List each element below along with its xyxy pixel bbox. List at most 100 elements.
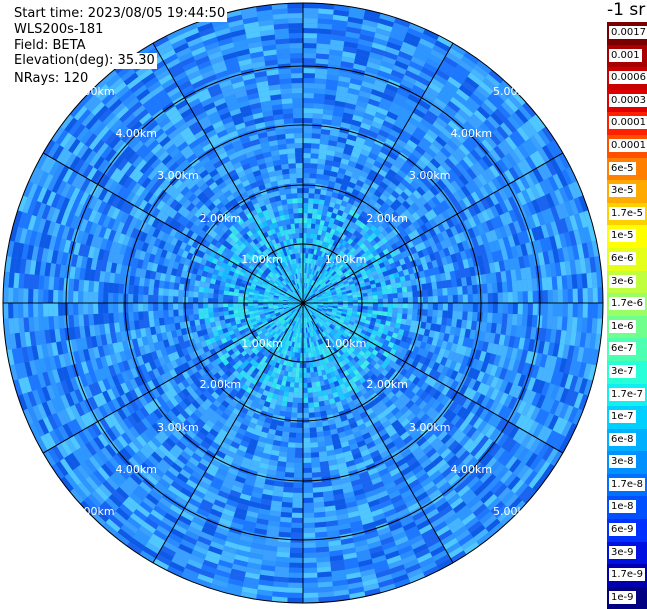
radar-cell: [283, 179, 290, 185]
radar-cell: [286, 143, 295, 149]
radar-cell: [168, 303, 173, 310]
radar-cell: [213, 312, 219, 317]
radar-cell: [213, 307, 218, 312]
radar-cell: [303, 188, 309, 193]
radar-cell: [143, 295, 148, 303]
radar-cell: [290, 218, 295, 224]
radar-cell: [373, 303, 378, 307]
radar-cell: [306, 353, 309, 358]
radar-cell: [303, 118, 313, 123]
radar-cell: [308, 203, 313, 208]
radar-cell: [462, 286, 468, 295]
radar-cell: [292, 193, 298, 198]
radar-cell: [228, 310, 233, 314]
radar-cell: [228, 299, 233, 303]
radar-cell: [311, 153, 319, 159]
radar-cell: [218, 290, 224, 295]
radar-cell: [427, 289, 433, 296]
radar-cell: [209, 288, 215, 293]
radar-cell: [303, 143, 311, 148]
radar-cell: [309, 412, 315, 417]
radar-cell: [503, 292, 508, 303]
radar-cell: [303, 108, 313, 113]
radar-cell: [295, 228, 299, 233]
radar-cell: [412, 314, 418, 320]
radar-cell: [307, 218, 312, 223]
radar-cell: [403, 303, 408, 308]
radar-cell: [213, 294, 218, 299]
radar-cell: [319, 451, 328, 457]
radar-cell: [303, 458, 311, 463]
radar-cell: [293, 493, 303, 498]
radar-cell: [148, 287, 154, 295]
radar-cell: [143, 286, 149, 295]
radar-cell: [290, 178, 297, 183]
radar-cell: [281, 507, 292, 513]
radar-cell: [293, 483, 303, 488]
radar-cell: [233, 299, 238, 303]
radar-cell: [308, 407, 314, 412]
radar-cell: [98, 282, 104, 293]
radar-cell: [194, 319, 200, 325]
radar-cell: [288, 442, 296, 448]
radar-cell: [319, 194, 325, 200]
radar-cell: [298, 203, 303, 208]
radar-cell: [422, 290, 427, 297]
radar-cell: [310, 173, 317, 179]
radar-cell: [313, 502, 324, 508]
radar-cell: [296, 168, 303, 173]
radar-cell: [289, 427, 296, 433]
radar-cell: [188, 291, 193, 297]
radar-cell: [98, 313, 104, 324]
radar-cell: [378, 295, 383, 299]
radar-cell: [317, 436, 325, 442]
radar-cell: [218, 311, 224, 316]
radar-cell: [319, 149, 328, 155]
radar-cell: [194, 280, 200, 286]
radar-cell: [248, 303, 253, 306]
radar-cell: [303, 453, 311, 458]
radar-cell: [297, 413, 303, 418]
radar-cell: [319, 401, 325, 407]
radar-cell: [188, 303, 193, 309]
radar-cell: [178, 296, 183, 303]
radar-cell: [312, 482, 322, 488]
radar-cell: [431, 317, 437, 325]
radar-cell: [372, 291, 377, 295]
radar-cell: [108, 293, 113, 303]
radar-cell: [287, 452, 295, 458]
radar-cell: [299, 218, 303, 223]
radar-cell: [402, 313, 408, 319]
radar-cell: [294, 133, 303, 138]
radar-cell: [451, 279, 457, 288]
radar-cell: [363, 303, 368, 306]
radar-cell: [310, 442, 318, 448]
radar-cell: [159, 280, 165, 288]
radar-cell: [291, 188, 297, 193]
radar-cell: [208, 298, 213, 303]
radar-cell: [408, 297, 413, 303]
radar-cell: [280, 159, 288, 165]
radar-cell: [285, 133, 294, 139]
radar-cell: [318, 154, 326, 160]
radar-cell: [401, 281, 407, 287]
radar-cell: [502, 282, 508, 293]
radar-cell: [303, 218, 307, 223]
radar-cell: [393, 293, 398, 298]
radar-cell: [194, 314, 200, 320]
radar-cell: [314, 412, 320, 418]
radar-cell: [288, 209, 293, 215]
radar-cell: [290, 377, 295, 382]
radar-cell: [279, 149, 288, 155]
radar-cell: [168, 296, 173, 303]
radar-cell: [307, 383, 312, 388]
radar-cell: [407, 308, 412, 314]
radar-cell: [427, 310, 433, 317]
radar-cell: [158, 303, 163, 311]
radar-cell: [303, 368, 307, 373]
radar-cell: [412, 291, 417, 297]
radar-cell: [291, 228, 295, 233]
radar-cell: [118, 312, 124, 322]
radar-cell: [287, 199, 293, 205]
radar-cell: [310, 432, 317, 438]
